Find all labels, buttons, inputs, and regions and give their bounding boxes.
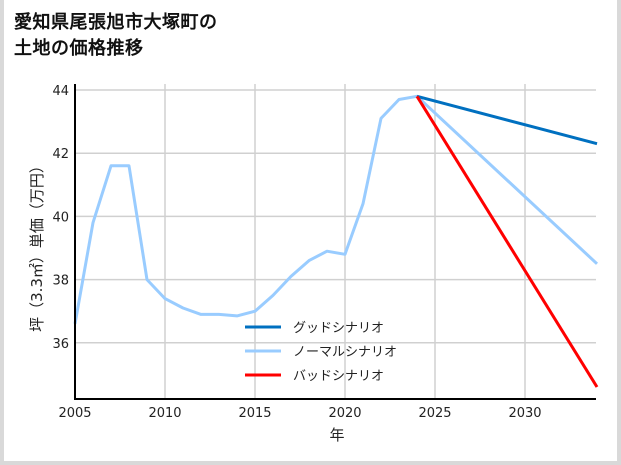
grid-lines — [75, 84, 596, 399]
tick-labels: 2005 2010 2015 2020 2025 2030 36 38 40 42 44 — [52, 84, 541, 421]
legend-label: グッドシナリオ — [293, 321, 384, 336]
x-tick-label: 2025 — [418, 406, 451, 421]
x-tick-label: 2010 — [148, 406, 181, 421]
x-axis-label: 年 — [329, 426, 344, 444]
y-tick-label: 42 — [52, 147, 69, 162]
axes — [74, 84, 596, 400]
x-tick-label: 2030 — [508, 406, 541, 421]
title-line-1: 愛知県尾張旭市大塚町の — [14, 12, 218, 33]
y-tick-label: 44 — [52, 84, 69, 99]
x-tick-label: 2015 — [238, 406, 271, 421]
y-tick-label: 36 — [52, 337, 69, 352]
x-tick-label: 2020 — [328, 406, 361, 421]
series-lines — [73, 94, 599, 388]
chart-title: 愛知県尾張旭市大塚町の 土地の価格推移 — [14, 10, 218, 62]
y-tick-label: 40 — [52, 210, 69, 225]
y-axis-label: 坪（3.3㎡）単価（万円） — [28, 158, 46, 332]
series-line-1 — [73, 94, 599, 325]
x-tick-label: 2005 — [58, 406, 91, 421]
chart-card — [4, 0, 617, 461]
y-tick-label: 38 — [52, 274, 69, 289]
series-line-0 — [416, 94, 598, 146]
legend-label: ノーマルシナリオ — [293, 345, 397, 360]
title-line-2: 土地の価格推移 — [14, 38, 144, 59]
legend-label: バッドシナリオ — [293, 369, 384, 384]
series-line-2 — [415, 95, 599, 388]
